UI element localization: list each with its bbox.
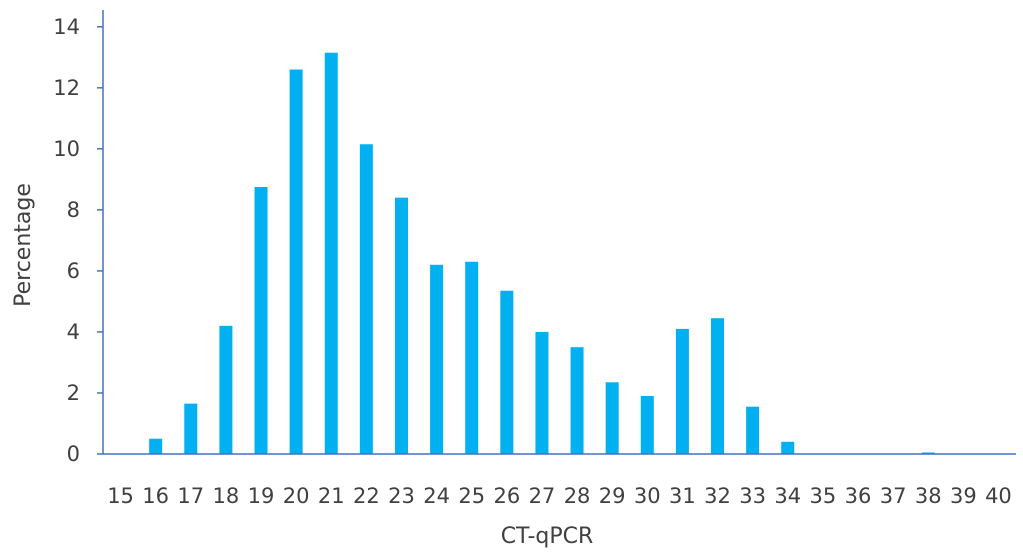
bar-30 [640,396,654,454]
bar-33 [746,406,760,454]
x-tick-label: 22 [353,484,380,508]
bar-19 [254,186,268,455]
bar-25 [465,261,479,454]
y-tick-label: 10 [53,137,80,161]
x-tick-label: 24 [423,484,450,508]
x-axis-title: CT-qPCR [501,524,594,549]
bar-22 [359,144,373,454]
x-tick-label: 25 [458,484,485,508]
x-tick-label: 15 [107,484,134,508]
bar-26 [500,290,514,454]
x-tick-label: 34 [774,484,801,508]
x-tick-label: 37 [880,484,907,508]
x-tick-label: 18 [213,484,240,508]
bar-31 [675,328,689,454]
y-tick-label: 2 [67,381,80,405]
x-tick-label: 23 [388,484,415,508]
x-tick-label: 35 [810,484,837,508]
x-tick-label: 28 [564,484,591,508]
y-tick-label: 12 [53,76,80,100]
x-tick-label: 16 [142,484,169,508]
bar-38 [921,452,935,454]
x-tick-label: 31 [669,484,696,508]
bar-16 [149,438,163,454]
x-tick-label: 33 [739,484,766,508]
x-tick-label: 27 [529,484,556,508]
x-tick-label: 21 [318,484,345,508]
y-tick-label: 6 [67,259,80,283]
x-tick-label: 26 [493,484,520,508]
y-tick-label: 4 [67,320,80,344]
bar-20 [289,69,303,454]
bar-27 [535,331,549,454]
bar-17 [184,403,198,454]
bar-18 [219,325,233,454]
bar-28 [570,347,584,454]
y-tick-label: 8 [67,198,80,222]
bar-34 [781,441,795,454]
bar-21 [324,52,338,454]
x-tick-label: 39 [950,484,977,508]
x-tick-label: 32 [704,484,731,508]
x-tick-label: 17 [177,484,204,508]
x-tick-label: 36 [845,484,872,508]
bar-32 [711,318,725,454]
y-axis-title: Percentage [11,183,36,307]
x-tick-label: 40 [985,484,1012,508]
x-tick-label: 30 [634,484,661,508]
x-tick-label: 38 [915,484,942,508]
bar-24 [430,264,444,454]
axes-group [97,10,1016,455]
x-tick-label: 29 [599,484,626,508]
y-tick-label: 0 [67,442,80,466]
bar-23 [394,197,408,455]
x-tick-label: 19 [248,484,275,508]
x-tick-label: 20 [283,484,310,508]
bars-group [149,52,935,455]
y-tick-label: 14 [53,15,80,39]
bar-29 [605,382,619,454]
